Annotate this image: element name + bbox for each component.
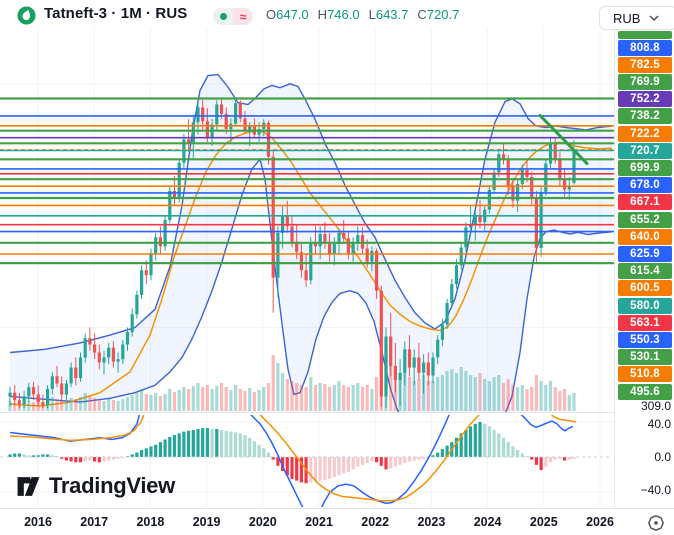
price-level-badge: 655.2 bbox=[618, 211, 672, 228]
low-value: 643.7 bbox=[375, 7, 409, 22]
price-level-badge: 625.9 bbox=[618, 245, 672, 262]
price-axis-label: 309.0 bbox=[640, 399, 671, 413]
time-axis[interactable]: 2016 2017 2018 2019 2020 2021 2022 2023 2024 2025… bbox=[0, 508, 674, 535]
macd-axis-label: 40.0 bbox=[647, 417, 671, 431]
chart-header: Tatneft-3 · 1M · RUS ≈ O647.0 H746.0 L643.… bbox=[0, 0, 674, 28]
high-value: 746.0 bbox=[327, 7, 360, 22]
price-level-badge: 580.0 bbox=[618, 297, 672, 314]
year-label: 2020 bbox=[248, 515, 277, 529]
price-level-badge: 782.5 bbox=[618, 56, 672, 73]
currency-label: RUB bbox=[613, 10, 641, 26]
price-level-badge: 808.8 bbox=[618, 39, 672, 56]
chevron-down-icon bbox=[649, 15, 659, 21]
tradingview-watermark: TradingView bbox=[16, 473, 175, 499]
current-price-badge: 720.7 bbox=[618, 142, 672, 159]
price-level-badge: 678.0 bbox=[618, 177, 672, 194]
year-label: 2025 bbox=[529, 515, 558, 529]
year-label: 2018 bbox=[136, 515, 165, 529]
open-value: 647.0 bbox=[276, 7, 309, 22]
price-scale[interactable]: 808.8 782.5 769.9 752.2 738.2 722.2 720.7 699.9… bbox=[614, 28, 674, 508]
settings-icon[interactable] bbox=[647, 514, 665, 532]
year-label: 2016 bbox=[24, 515, 52, 529]
price-level-badge: 495.6 bbox=[618, 383, 672, 400]
tatneft-logo-icon bbox=[17, 6, 36, 25]
year-label: 2017 bbox=[80, 515, 109, 529]
watermark-text: TradingView bbox=[49, 473, 175, 498]
currency-selector-button[interactable]: RUB bbox=[599, 6, 674, 30]
price-level-badge: 640.0 bbox=[618, 228, 672, 245]
price-level-badge: 752.2 bbox=[618, 91, 672, 108]
year-label: 2019 bbox=[192, 515, 221, 529]
macd-axis-label: −40.0 bbox=[640, 483, 671, 497]
market-status-toggle[interactable]: ≈ bbox=[213, 8, 253, 25]
price-level-badge: 510.8 bbox=[618, 366, 672, 383]
year-label: 2021 bbox=[305, 515, 333, 529]
hidden-level-badge bbox=[618, 31, 672, 39]
price-level-badge: 600.5 bbox=[618, 280, 672, 297]
ohlc-values: O647.0 H746.0 L643.7 C720.7 bbox=[266, 7, 460, 22]
price-level-badge: 667.1 bbox=[618, 194, 672, 211]
approx-icon: ≈ bbox=[233, 8, 253, 25]
year-label: 2026 bbox=[586, 515, 614, 529]
year-label: 2022 bbox=[361, 515, 390, 529]
price-level-badge: 722.2 bbox=[618, 125, 672, 142]
price-level-badge: 563.1 bbox=[618, 314, 672, 331]
close-value: 720.7 bbox=[426, 7, 460, 22]
status-dot-icon bbox=[213, 8, 233, 25]
price-level-badge: 738.2 bbox=[618, 108, 672, 125]
price-level-badge: 530.1 bbox=[618, 349, 672, 366]
price-level-badge: 615.4 bbox=[618, 263, 672, 280]
year-label: 2024 bbox=[473, 515, 502, 529]
macd-axis-label: 0.0 bbox=[654, 450, 671, 464]
price-level-badge: 769.9 bbox=[618, 73, 672, 90]
price-level-badge: 699.9 bbox=[618, 159, 672, 176]
price-level-badge: 550.3 bbox=[618, 331, 672, 348]
year-label: 2023 bbox=[417, 515, 446, 529]
symbol-title: Tatneft-3 · 1M · RUS bbox=[44, 5, 188, 22]
tradingview-logo-icon bbox=[17, 476, 40, 496]
